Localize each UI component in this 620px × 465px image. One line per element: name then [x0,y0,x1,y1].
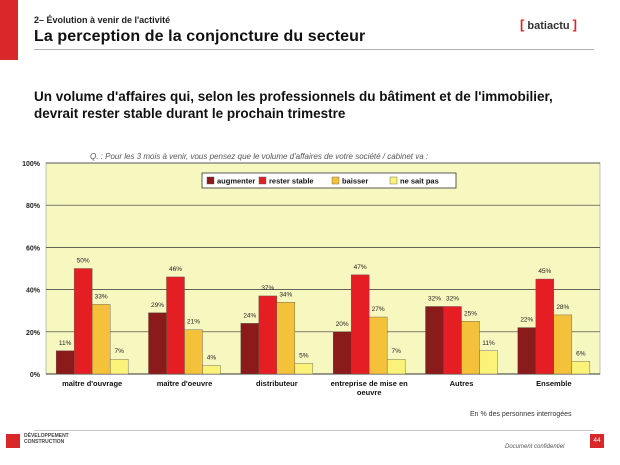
bar [386,359,406,375]
legend-swatch [389,176,398,185]
legend-label: rester stable [269,177,314,186]
data-label: 33% [95,293,108,300]
y-tick-label: 80% [26,203,41,210]
data-label: 6% [576,350,586,357]
data-label: 32% [428,295,441,302]
x-tick-label-line: oeuvre [357,388,382,397]
legend-box [201,172,457,189]
data-label: 21% [187,319,200,326]
bar [332,331,352,375]
data-label: 7% [391,348,401,355]
bar [202,365,221,375]
x-tick-label-line: Ensemble [536,379,571,388]
x-tick-label: maître d'ouvrage [62,379,122,388]
slide-title: La perception de la conjoncture du secte… [34,28,366,45]
x-tick-label: Autres [450,379,474,388]
bar [571,361,591,375]
x-tick-label-line: maître d'ouvrage [62,379,122,388]
legend-swatch [258,176,267,185]
legend-swatch [206,176,215,185]
headline: Un volume d'affaires qui, selon les prof… [34,89,553,121]
confidential-label: Document confidentiel [505,444,565,450]
x-tick-label: entreprise de mise en oeuvre [331,379,409,397]
footer-logo-text: DÉVELOPPEMENT CONSTRUCTION [24,433,69,445]
bar [425,306,444,375]
bar [91,304,111,375]
data-label: 37% [261,285,274,292]
developpement-construction-logo: DÉVELOPPEMENT CONSTRUCTION [6,430,69,452]
y-tick-label: 60% [26,245,41,252]
y-tick-label: 0% [30,372,41,379]
bar [443,306,462,375]
data-label: 32% [446,295,459,302]
data-label: 50% [77,258,90,265]
bar [479,350,498,375]
bar [368,316,388,375]
bar [294,363,314,375]
bar [73,268,93,375]
legend-swatch [331,176,340,185]
plot-area [45,162,601,375]
bar [109,359,129,375]
x-tick-label: distributeur [256,379,298,388]
bar [258,295,278,375]
bar [553,314,573,375]
data-label: 11% [59,340,72,347]
title-divider [34,49,594,50]
footnote: En % des personnes interrogées [470,411,572,418]
bar [276,302,296,375]
data-label: 11% [482,340,495,347]
y-tick-label: 40% [26,288,41,295]
logo-square-icon [6,434,20,448]
bar [461,321,480,375]
x-tick-label: Ensemble [536,379,571,388]
bar [55,350,75,375]
bar [184,329,203,375]
data-label: 45% [538,268,551,275]
footer-divider [34,430,594,431]
data-label: 34% [279,291,292,298]
section-label: 2– Évolution à venir de l'activité [34,15,171,25]
accent-bar [0,0,18,60]
page-number: 44 [590,434,604,448]
data-label: 4% [207,355,217,362]
x-tick-label-line: entreprise de mise en [331,379,409,388]
bar [240,323,260,375]
data-label: 5% [299,352,309,359]
bar [148,312,167,375]
y-tick-label: 100% [22,161,41,168]
logo-text: batiactu [527,20,570,32]
x-tick-label-line: Autres [450,379,474,388]
legend-label: ne sait pas [400,177,439,186]
data-label: 27% [372,306,385,313]
legend-label: baisser [342,177,368,186]
data-label: 7% [114,348,124,355]
data-label: 47% [354,264,367,271]
survey-question: Q. : Pour les 3 mois à venir, vous pense… [90,152,429,161]
bar [517,327,537,375]
data-label: 29% [151,302,164,309]
data-label: 25% [464,310,477,317]
data-label: 24% [243,312,256,319]
x-tick-label: maître d'oeuvre [157,379,213,388]
bar [350,274,370,375]
data-label: 46% [169,266,182,273]
data-label: 20% [336,321,349,328]
bar [535,278,555,375]
data-label: 22% [520,317,533,324]
legend-label: augmenter [217,177,255,186]
bar [166,276,185,375]
y-tick-label: 20% [26,330,41,337]
x-tick-label-line: maître d'oeuvre [157,379,213,388]
x-tick-label-line: distributeur [256,379,298,388]
data-label: 28% [556,304,569,311]
batiactu-logo: [ batiactu ] [520,17,577,32]
